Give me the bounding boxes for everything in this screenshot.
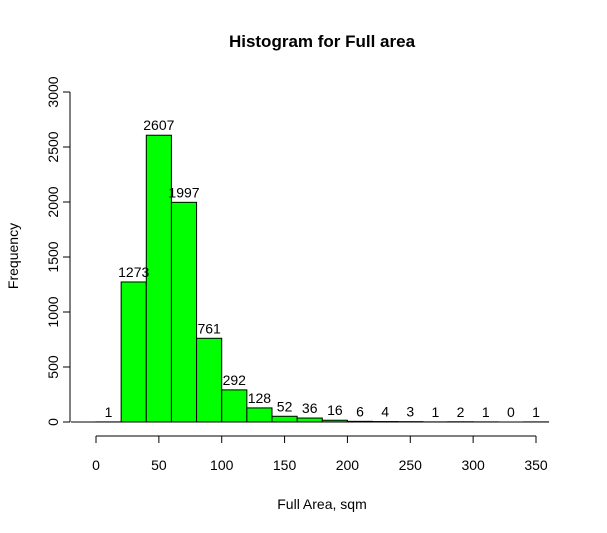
histogram-bar <box>196 337 223 423</box>
x-tick-label: 350 <box>524 457 548 473</box>
bar-value-label: 16 <box>327 402 343 418</box>
bar-value-label: 1997 <box>168 184 199 200</box>
y-tick-label: 2000 <box>45 186 61 217</box>
histogram-bar <box>271 415 298 423</box>
y-axis-label: Frequency <box>5 223 21 289</box>
bar-value-label: 2607 <box>143 117 174 133</box>
bar-value-label: 2 <box>457 404 465 420</box>
x-tick-label: 200 <box>336 457 360 473</box>
x-tick-label: 250 <box>399 457 423 473</box>
y-tick-label: 2500 <box>45 131 61 162</box>
x-tick-label: 300 <box>461 457 485 473</box>
bar-value-label: 36 <box>302 400 318 416</box>
bar-value-label: 1 <box>532 404 540 420</box>
y-axis: 0 500 1000 1500 2000 2500 3000 <box>45 76 71 426</box>
bar-value-label: 52 <box>277 398 293 414</box>
histogram-bar <box>120 281 147 423</box>
bar-value-label: 0 <box>507 404 515 420</box>
bar-value-label: 3 <box>406 404 414 420</box>
x-axis: 0 50 100 150 200 250 300 350 <box>92 435 548 473</box>
bar-value-label: 4 <box>381 404 389 420</box>
y-tick-label: 3000 <box>45 76 61 107</box>
histogram-bar <box>296 417 323 423</box>
y-tick-label: 500 <box>45 355 61 379</box>
chart-title: Histogram for Full area <box>229 32 416 51</box>
bar-value-label: 128 <box>248 390 272 406</box>
y-tick-label: 0 <box>45 418 61 426</box>
y-tick-label: 1500 <box>45 241 61 272</box>
bar-value-label: 1273 <box>118 264 149 280</box>
histogram-bar <box>145 134 172 423</box>
histogram-bar <box>170 201 198 423</box>
bar-value-label: 761 <box>197 320 221 336</box>
bar-value-label: 1 <box>482 404 490 420</box>
bar-value-label: 292 <box>223 372 247 388</box>
y-tick-label: 1000 <box>45 296 61 327</box>
x-tick-label: 50 <box>151 457 167 473</box>
bar-value-label: 1 <box>432 404 440 420</box>
x-tick-label: 0 <box>92 457 100 473</box>
x-axis-label: Full Area, sqm <box>277 496 366 512</box>
histogram-bar <box>221 389 248 423</box>
histogram-bar <box>246 407 273 423</box>
bar-value-label: 1 <box>105 404 113 420</box>
x-tick-label: 100 <box>210 457 234 473</box>
bar-value-label: 6 <box>356 403 364 419</box>
x-tick-label: 150 <box>273 457 297 473</box>
bars-group <box>71 134 550 423</box>
